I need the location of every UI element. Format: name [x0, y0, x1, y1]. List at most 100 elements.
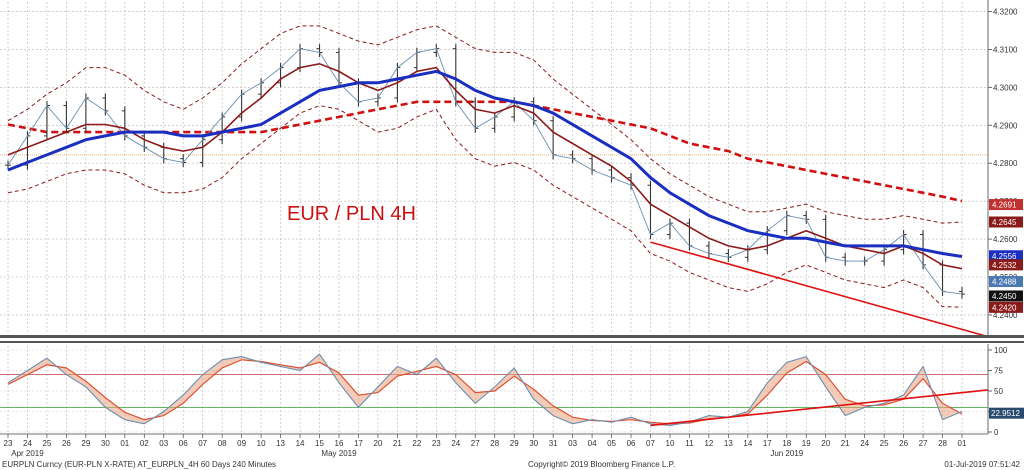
date-tick-label: 14	[743, 439, 752, 448]
oscillator-fast-line	[7, 353, 963, 426]
last-value-tag: 4.2556	[989, 250, 1023, 262]
date-tick-label: 17	[763, 439, 772, 448]
date-tick-label: 03	[159, 439, 168, 448]
date-tick-label: 08	[218, 439, 227, 448]
date-tick-label: 17	[354, 439, 363, 448]
last-value-tag: 4.2420	[989, 301, 1023, 313]
footer-timestamp: 01-Jul-2019 07:51:42	[944, 460, 1020, 469]
date-tick-label: 26	[899, 439, 908, 448]
last-value-tag: 4.2488	[989, 276, 1023, 288]
main-panel-series	[5, 25, 965, 308]
date-tick-label: 31	[549, 439, 558, 448]
price-tick-label: 4.3200	[993, 7, 1018, 16]
date-tick-label: 03	[568, 439, 577, 448]
month-label: Apr 2019	[11, 449, 44, 458]
last-value-tag: 4.2645	[989, 216, 1023, 228]
date-tick-label: 24	[860, 439, 869, 448]
date-tick-label: 29	[81, 439, 90, 448]
mid-ma-line	[7, 62, 963, 270]
date-tick-label: 30	[101, 439, 110, 448]
date-tick-label: 10	[257, 439, 266, 448]
oscillator-tick-label: 75	[994, 367, 1003, 376]
date-tick-label: 25	[880, 439, 889, 448]
svg-text:4.2450: 4.2450	[992, 292, 1017, 301]
date-tick-label: 01	[120, 439, 129, 448]
month-label: Jun 2019	[770, 449, 803, 458]
svg-text:22.9512: 22.9512	[991, 409, 1020, 418]
band-upper-line	[7, 25, 963, 224]
date-tick-label: 07	[646, 439, 655, 448]
oscillator-trendline	[650, 389, 989, 427]
date-tick-label: 28	[490, 439, 499, 448]
date-tick-label: 18	[782, 439, 791, 448]
price-bar	[335, 47, 342, 88]
chart-title: EUR / PLN 4H	[287, 203, 416, 225]
oscillator-panel-last-value-tags: 22.9512	[989, 407, 1024, 419]
price-bar	[783, 211, 790, 236]
oscillator-tick-label: 100	[994, 346, 1008, 355]
date-tick-label: 01	[958, 439, 967, 448]
price-bar	[433, 44, 440, 57]
price-tick-label: 4.2900	[993, 121, 1018, 130]
svg-text:4.2532: 4.2532	[992, 261, 1017, 270]
date-tick-label: 25	[42, 439, 51, 448]
last-value-tag: 4.2532	[989, 259, 1023, 271]
price-line	[7, 48, 963, 295]
date-tick-label: 05	[607, 439, 616, 448]
price-bar	[705, 241, 712, 259]
price-bar	[900, 229, 907, 255]
svg-text:4.2420: 4.2420	[992, 303, 1017, 312]
price-bar	[666, 218, 673, 240]
date-tick-label: 19	[802, 439, 811, 448]
date-tick-label: 20	[373, 439, 382, 448]
date-tick-label: 28	[938, 439, 947, 448]
date-tick-label: 29	[510, 439, 519, 448]
price-bar	[589, 154, 596, 175]
oscillator-panel-series	[7, 353, 963, 426]
date-axis: 23 24 25 26 29 30 01 02 03 06 07 08 09 10 13 14 15 16 17 20…	[0, 433, 988, 458]
price-bar	[550, 116, 557, 160]
date-tick-label: 02	[140, 439, 149, 448]
main-panel-grid	[0, 2, 988, 332]
date-tick-label: 21	[393, 439, 402, 448]
price-bar	[803, 211, 810, 224]
date-tick-label: 15	[315, 439, 324, 448]
date-tick-label: 04	[588, 439, 597, 448]
oscillator-panel-grid	[0, 346, 988, 434]
date-tick-label: 20	[821, 439, 830, 448]
price-bar	[413, 47, 420, 73]
date-tick-label: 16	[335, 439, 344, 448]
svg-text:4.2488: 4.2488	[992, 278, 1017, 287]
date-tick-label: 13	[724, 439, 733, 448]
date-tick-label: 21	[841, 439, 850, 448]
date-tick-label: 09	[237, 439, 246, 448]
long-ma-blue-line	[7, 69, 963, 258]
chart-canvas: 4.24004.25004.26004.27004.28004.29004.30…	[0, 0, 1024, 458]
price-bar	[842, 252, 849, 266]
svg-text:4.2691: 4.2691	[992, 201, 1017, 210]
price-bar	[569, 150, 576, 164]
date-tick-label: 12	[704, 439, 713, 448]
support-trendline	[650, 241, 989, 338]
svg-text:4.2556: 4.2556	[992, 252, 1017, 261]
oscillator-panel-axis: 0255075100	[987, 344, 1008, 437]
footer-ticker: EURPLN Curncy (EUR-PLN X-RATE) AT_EURPLN…	[2, 460, 277, 469]
date-tick-label: 14	[296, 439, 305, 448]
price-bar	[959, 286, 965, 299]
price-tick-label: 4.2800	[993, 159, 1018, 168]
date-tick-label: 26	[62, 439, 71, 448]
date-tick-label: 06	[179, 439, 188, 448]
price-tick-label: 4.3000	[993, 83, 1018, 92]
price-bar	[277, 63, 284, 88]
price-tick-label: 4.3100	[993, 45, 1018, 54]
main-panel-trendline	[650, 241, 989, 338]
oscillator-tick-label: 50	[994, 387, 1003, 396]
footer-copyright: Copyright© 2019 Bloomberg Finance L.P.	[528, 460, 676, 469]
price-tick-label: 4.2400	[993, 311, 1018, 320]
date-tick-label: 24	[23, 439, 32, 448]
date-tick-label: 06	[627, 439, 636, 448]
last-value-tag: 4.2691	[989, 199, 1023, 211]
date-tick-label: 22	[412, 439, 421, 448]
date-tick-label: 27	[919, 439, 928, 448]
